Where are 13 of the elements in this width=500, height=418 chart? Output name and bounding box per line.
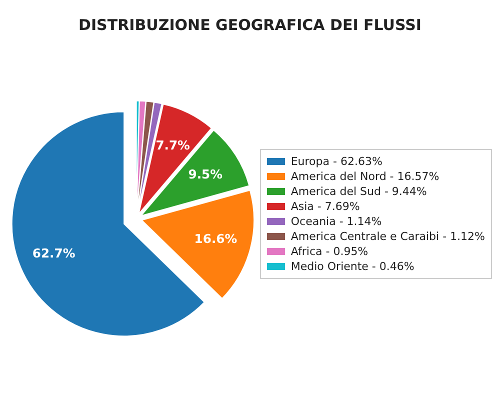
data-label: 62.7% xyxy=(32,246,76,261)
data-label: 7.7% xyxy=(156,138,190,152)
legend-label: Asia - 7.69% xyxy=(290,199,360,214)
data-label: 16.6% xyxy=(194,232,238,246)
legend-label: Medio Oriente - 0.46% xyxy=(290,259,414,274)
legend-label: America Centrale e Caraibi - 1.12% xyxy=(290,229,485,244)
legend-label: Oceania - 1.14% xyxy=(290,214,382,229)
chart-title: DISTRIBUZIONE GEOGRAFICA DEI FLUSSI xyxy=(78,15,422,36)
legend-label: America del Nord - 16.57% xyxy=(290,169,440,184)
legend-label: Europa - 62.63% xyxy=(290,154,382,169)
data-label: 9.5% xyxy=(188,168,222,182)
legend-label: America del Sud - 9.44% xyxy=(290,184,427,199)
legend-label: Africa - 0.95% xyxy=(290,244,368,259)
